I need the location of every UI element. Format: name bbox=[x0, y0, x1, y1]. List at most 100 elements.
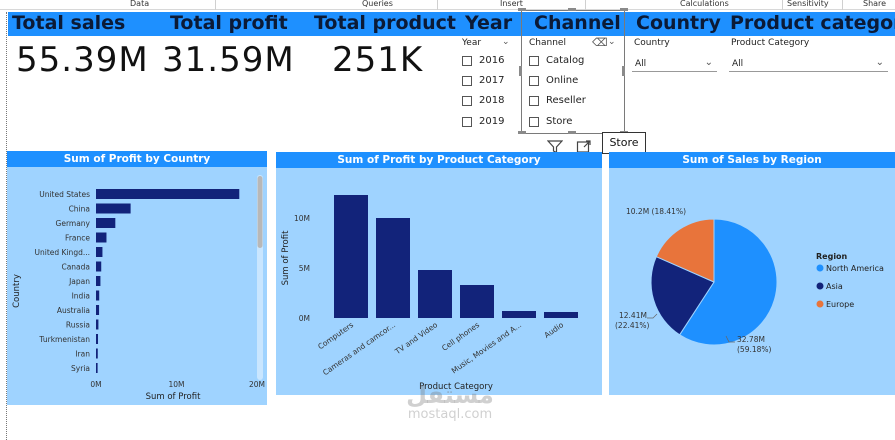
ribbon-sensitivity[interactable]: Sensitivity bbox=[787, 0, 829, 8]
category-chart-title: Sum of Profit by Product Category bbox=[276, 152, 602, 168]
header-year: Year bbox=[465, 12, 513, 34]
legend-entry: Europe bbox=[826, 300, 854, 309]
country-tick-label: United Kingd... bbox=[35, 248, 90, 257]
channel-option-store[interactable]: Store bbox=[529, 116, 572, 127]
header-channel: Channel bbox=[534, 12, 621, 34]
category-bar bbox=[502, 311, 536, 318]
country-bar-chart: United States China Germany France United Ki… bbox=[12, 175, 265, 402]
header-total-product: Total product bbox=[314, 12, 457, 34]
country-bar bbox=[96, 276, 101, 286]
pie-slice bbox=[650, 256, 715, 336]
country-tick-label: India bbox=[72, 292, 90, 301]
checkbox[interactable] bbox=[462, 75, 472, 86]
checkbox[interactable] bbox=[529, 95, 539, 106]
checkbox[interactable] bbox=[529, 75, 539, 86]
country-chart-title: Sum of Profit by Country bbox=[7, 151, 267, 167]
country-tick-label: Syria bbox=[71, 364, 90, 373]
legend-marker bbox=[816, 264, 824, 272]
country-bar bbox=[96, 261, 102, 272]
country-bar bbox=[96, 334, 99, 344]
country-x-axis-label: Sum of Profit bbox=[146, 392, 201, 402]
checkbox[interactable] bbox=[529, 55, 539, 66]
kpi-total-profit: 31.59M bbox=[162, 40, 295, 80]
chevron-down-icon[interactable]: ⌄ bbox=[502, 37, 510, 47]
header-product-category: Product category bbox=[730, 12, 895, 34]
resize-handle[interactable] bbox=[568, 8, 576, 11]
watermark-latin: mostaql.com bbox=[407, 407, 493, 422]
country-tick-label: France bbox=[65, 234, 90, 243]
tooltip: Store bbox=[602, 132, 646, 154]
country-tick-label: Germany bbox=[56, 219, 91, 228]
country-y-axis-label: Country bbox=[12, 274, 22, 308]
category-bar bbox=[334, 195, 368, 318]
chevron-down-icon: ⌄ bbox=[704, 57, 713, 68]
year-option-2018[interactable]: 2018 bbox=[462, 95, 504, 106]
checkbox[interactable] bbox=[462, 55, 472, 66]
category-tick-label: Cameras and camcor... bbox=[321, 320, 397, 377]
chevron-down-icon[interactable]: ⌄ bbox=[608, 37, 616, 47]
region-chart-title: Sum of Sales by Region bbox=[609, 152, 895, 168]
header-total-profit: Total profit bbox=[170, 12, 288, 34]
canvas-edge bbox=[6, 12, 7, 440]
header-country: Country bbox=[636, 12, 721, 34]
resize-handle[interactable] bbox=[518, 131, 526, 134]
country-slicer-label: Country bbox=[634, 38, 670, 48]
country-bar bbox=[96, 232, 107, 243]
ribbon-share[interactable]: Share bbox=[863, 0, 887, 8]
checkbox[interactable] bbox=[529, 116, 539, 127]
country-dropdown[interactable]: All ⌄ bbox=[632, 55, 717, 72]
resize-handle[interactable] bbox=[568, 131, 576, 134]
year-option-2017[interactable]: 2017 bbox=[462, 75, 504, 86]
checkbox[interactable] bbox=[462, 116, 472, 127]
country-bar bbox=[96, 348, 98, 359]
legend-entry: North America bbox=[826, 264, 884, 273]
pie-slice bbox=[655, 218, 715, 283]
country-tick-label: United States bbox=[39, 190, 90, 199]
country-x-tick: 10M bbox=[168, 380, 184, 389]
resize-handle[interactable] bbox=[620, 8, 628, 11]
country-chart-panel[interactable]: Sum of Profit by Country United States Ch… bbox=[7, 151, 267, 405]
region-chart-panel[interactable]: Sum of Sales by Region 32.78M (59.18%) 12.… bbox=[609, 152, 895, 395]
eraser-icon[interactable]: ⌫ bbox=[592, 36, 608, 49]
category-y-tick: 10M bbox=[294, 214, 310, 223]
channel-option-online[interactable]: Online bbox=[529, 75, 578, 86]
category-x-axis-label: Product Category bbox=[419, 382, 493, 392]
country-tick-label: Iran bbox=[75, 350, 90, 359]
header-bar bbox=[8, 12, 895, 36]
ribbon-data[interactable]: Data bbox=[130, 0, 150, 8]
country-bar bbox=[96, 290, 100, 301]
country-bar bbox=[96, 189, 240, 199]
ribbon-queries[interactable]: Queries bbox=[362, 0, 393, 8]
kpi-total-product: 251K bbox=[332, 40, 424, 80]
pie-label-value: 32.78M bbox=[737, 335, 765, 344]
watermark-arabic: مستقل bbox=[406, 381, 494, 409]
category-dropdown[interactable]: All ⌄ bbox=[729, 55, 888, 72]
resize-handle[interactable] bbox=[519, 66, 522, 76]
pie-slice bbox=[678, 218, 778, 346]
pie-leader-line bbox=[647, 313, 658, 319]
category-bar bbox=[418, 270, 452, 318]
checkbox[interactable] bbox=[462, 95, 472, 106]
watermark: مستقل mostaql.com bbox=[395, 382, 505, 422]
chevron-down-icon: ⌄ bbox=[875, 57, 884, 68]
ribbon-calculations[interactable]: Calculations bbox=[680, 0, 729, 8]
category-chart-panel[interactable]: Sum of Profit by Product Category 0M 5M 10… bbox=[276, 152, 602, 395]
year-option-2016[interactable]: 2016 bbox=[462, 55, 504, 66]
country-tick-label: Australia bbox=[57, 306, 90, 315]
country-tick-label: Russia bbox=[66, 321, 90, 330]
legend-title: Region bbox=[816, 252, 848, 261]
year-slicer-label: Year bbox=[462, 38, 482, 48]
resize-handle[interactable] bbox=[518, 8, 526, 11]
country-bar bbox=[96, 247, 103, 257]
channel-option-reseller[interactable]: Reseller bbox=[529, 95, 586, 106]
year-option-2019[interactable]: 2019 bbox=[462, 116, 504, 127]
ribbon-insert[interactable]: Insert bbox=[500, 0, 523, 8]
resize-handle[interactable] bbox=[622, 66, 625, 76]
ribbon-bar: Data Queries Insert Calculations Sensiti… bbox=[0, 0, 895, 10]
country-tick-label: Japan bbox=[68, 277, 90, 286]
legend-marker bbox=[816, 300, 824, 308]
region-pie-chart: 32.78M(59.18%) 12.41M(22.41%) 10.2M (18.41… bbox=[615, 207, 884, 354]
country-tick-label: China bbox=[69, 205, 90, 214]
channel-option-catalog[interactable]: Catalog bbox=[529, 55, 584, 66]
